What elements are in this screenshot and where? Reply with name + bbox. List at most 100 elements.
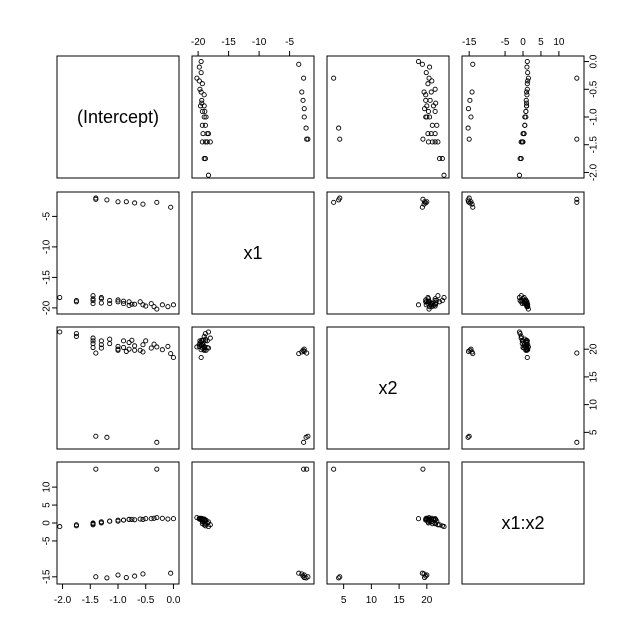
point-r1-c4-6 [520,139,526,145]
point-r1-c2-37 [304,136,310,142]
point-r1-c2-34 [299,89,305,95]
point-r4-c1-31 [115,572,121,578]
diagonal-label-x2: x2 [378,378,397,398]
point-r1-c4-11 [522,122,528,128]
point-r1-c4-32 [465,106,472,112]
panel-frame-r1-c1 [56,55,180,179]
point-r4-c2-34 [299,571,305,577]
point-r3-c1-33 [132,347,138,353]
point-r2-c1-24 [151,304,157,310]
point-r1-c3-18 [433,100,439,106]
point-r1-c3-10 [434,122,440,128]
tick-label-top-x1-2: -10 [252,37,267,48]
point-r2-c4-37 [574,196,580,202]
point-r1-c2-24 [196,78,202,84]
point-r3-c1-30 [104,434,110,440]
point-r2-c1-31 [115,199,121,205]
point-r2-c1-27 [165,304,171,310]
point-r2-c1-9 [98,294,104,301]
point-r1-c4-15 [523,108,529,115]
point-r1-c2-25 [194,75,200,81]
tick-label-right-intercept-0: -2.0 [589,163,600,181]
point-r1-c2-21 [198,89,204,95]
point-r4-c3-37 [420,466,426,472]
point-r2-c3-2 [437,299,443,305]
point-r2-c1-11 [107,301,113,307]
point-r4-c3-28 [415,516,422,522]
point-r4-c1-2 [73,522,79,528]
tick-label-bottom-x2-1: 10 [366,595,378,606]
point-r2-c1-19 [132,301,138,307]
point-r1-c3-33 [423,97,429,103]
point-r2-c1-26 [159,302,165,308]
tick-label-bottom-x2-3: 20 [421,595,433,606]
point-r3-c2-2 [201,333,207,339]
tick-label-top-x1-0: -20 [191,37,206,48]
point-r2-c3-22 [432,303,438,309]
point-r3-c2-36 [296,351,302,357]
point-r1-c3-2 [437,156,443,162]
point-r3-c1-36 [168,351,174,357]
point-r1-c4-25 [525,75,531,81]
point-r1-c2-35 [301,75,307,81]
point-r3-c1-17 [126,346,132,352]
point-r1-c2-26 [198,70,204,76]
point-r2-c1-5 [90,301,96,307]
point-r4-c1-13 [115,517,121,523]
point-r3-c1-18 [129,337,135,343]
point-r1-c4-17 [524,103,530,109]
point-r4-c3-2 [437,522,443,528]
point-r1-c4-19 [523,97,529,103]
point-r1-c3-16 [430,103,437,109]
point-r4-c1-28 [170,516,177,522]
point-r3-c2-1 [202,331,208,337]
point-r3-c4-2 [518,333,524,339]
point-r2-c4-28 [524,302,530,308]
point-r2-c1-4 [90,298,96,304]
point-r1-c4-20 [524,92,530,98]
point-r1-c4-24 [525,78,531,84]
point-r2-c1-15 [120,298,127,304]
point-r1-c2-9 [205,131,212,137]
tick-label-left-x1-0: -20 [42,300,53,315]
point-r4-c1-34 [140,571,146,577]
point-r4-c1-36 [168,570,174,576]
point-r3-c4-36 [470,351,476,357]
point-r1-c2-8 [200,131,206,137]
tick-label-right-x2-2: 15 [589,371,600,383]
diagonal-label-x1: x1 [243,243,262,263]
point-r1-c4-2 [518,156,524,162]
point-r1-c4-28 [524,58,530,65]
point-r3-c1-2 [73,333,79,339]
point-r1-c4-26 [525,70,531,76]
point-r2-c3-36 [419,204,425,210]
tick-label-left-x1-x2-1: -5 [42,536,53,545]
point-r1-c2-18 [199,100,205,106]
point-r2-c1-12 [115,299,121,305]
point-r2-c3-25 [426,306,432,312]
point-r1-c2-4 [202,139,208,145]
point-r1-c4-22 [524,86,530,92]
point-r1-c3-26 [423,70,429,76]
point-r1-c3-24 [429,78,435,84]
point-r4-c1-23 [148,516,154,522]
tick-label-left-x1-3: -5 [42,212,53,221]
point-r2-c1-37 [93,196,99,202]
point-r2-c3-30 [336,197,342,203]
point-r4-c2-28 [198,516,204,522]
point-r1-c4-18 [524,100,530,106]
tick-label-top-x1-x2-3: 5 [538,37,544,48]
point-r3-c1-15 [120,344,127,351]
point-r1-c2-20 [201,92,207,98]
panel-frame-r3-c1 [56,326,180,450]
point-r2-c4-32 [465,199,472,205]
point-r1-c2-30 [303,125,309,131]
point-r1-c3-8 [428,131,434,137]
point-r1-c3-25 [426,75,432,81]
point-r1-c2-28 [198,58,204,65]
tick-label-bottom-intercept-0: -2.0 [54,595,72,606]
point-r3-c1-31 [115,346,121,352]
point-r3-c4-1 [517,331,523,337]
point-r1-c4-13 [523,114,529,120]
point-r4-c1-21 [140,516,146,522]
